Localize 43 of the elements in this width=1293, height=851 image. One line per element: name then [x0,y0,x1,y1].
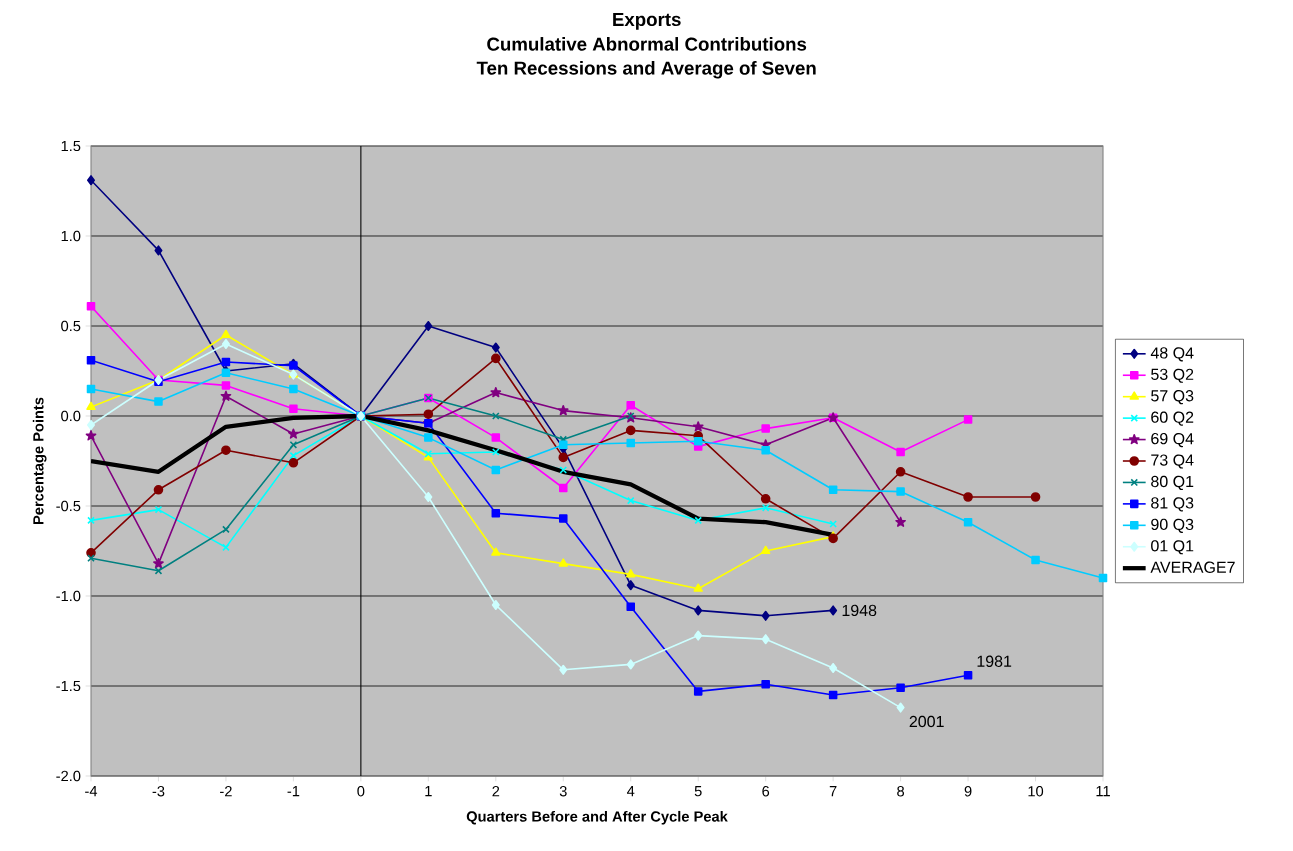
legend-label: 80 Q1 [1151,475,1194,491]
y-tick-label: 1.0 [61,230,81,242]
x-tick-label: 11 [1096,786,1110,797]
annotation: 1948 [842,604,877,617]
x-tick-label: 9 [964,786,972,797]
text: Ten Recessions and Average of Seven [476,61,816,79]
x-tick-label: 7 [829,786,837,797]
y-tick-label: 1.5 [61,140,81,152]
legend-label: 73 Q4 [1151,454,1194,469]
x-tick-label: 1 [425,786,432,797]
x-tick-label: -3 [152,786,165,797]
x-tick-label: 0 [357,786,365,797]
y-tick-label: -2.0 [56,770,81,782]
x-tick-label: 4 [627,786,635,797]
x-tick-label: 10 [1028,786,1044,797]
annotation: 2001 [909,715,944,728]
x-tick-label: 2 [492,786,500,797]
y-axis-title: Percentage Points [32,397,47,524]
legend-label: 69 Q4 [1151,432,1194,448]
y-tick-label: -1.0 [56,590,81,602]
x-tick-label: 6 [762,786,770,797]
x-tick-label: 3 [559,786,567,797]
x-tick-label: -2 [220,786,232,797]
legend-label: 60 Q2 [1151,411,1194,426]
legend-label: 57 Q3 [1151,390,1194,405]
y-tick-label: 0.0 [61,410,81,422]
legend-label: 81 Q3 [1151,497,1194,512]
x-tick-label: 5 [694,786,702,797]
legend-label: AVERAGE7 [1150,561,1235,573]
legend-label: 53 Q2 [1151,368,1194,383]
x-axis-title: Quarters Before and After Cycle Peak [466,810,728,825]
legend-label: 48 Q4 [1150,347,1194,362]
chart-title: Exports [613,13,681,30]
y-tick-label: -0.5 [56,500,81,512]
y-tick-label: 0.5 [61,320,81,332]
x-tick-label: -1 [287,786,300,797]
x-tick-label: 8 [897,786,905,797]
chart-subtitle: Cumulative Abnormal Contributions [487,37,807,51]
legend-label: 01 Q1 [1151,540,1194,555]
legend-label: 90 Q3 [1151,518,1194,533]
y-tick-label: -1.5 [56,680,81,692]
x-tick-label: -4 [85,786,98,797]
annotation: 1981 [977,655,1012,667]
